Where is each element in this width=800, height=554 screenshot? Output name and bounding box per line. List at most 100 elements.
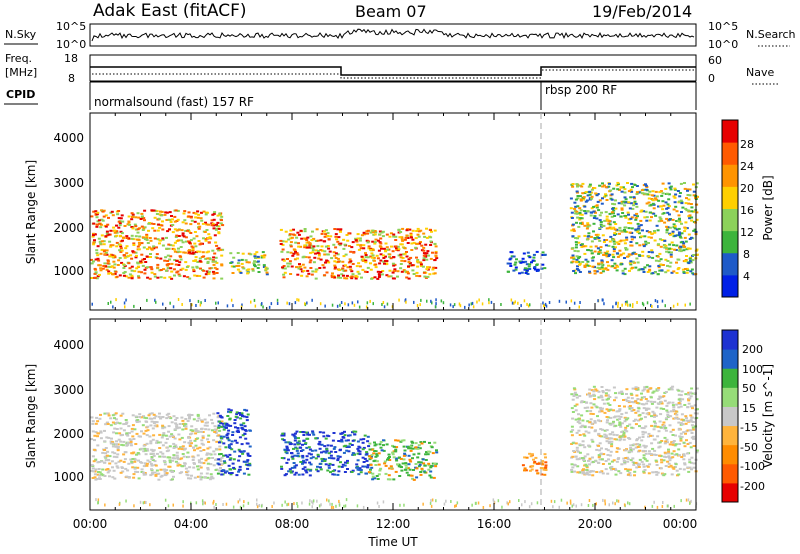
power-echo-cell-0: [110, 265, 114, 268]
velocity-echo-cell-0: [127, 462, 131, 465]
power-echo-cell-2: [297, 267, 301, 270]
power-echo-cell-4: [627, 201, 631, 204]
power-echo-cell-4: [669, 255, 673, 258]
velocity-echo-cell-1: [226, 432, 230, 435]
power-echo-cell-4: [689, 270, 693, 273]
velocity-echo-cell-5: [574, 455, 578, 458]
velocity-noise-cell: [595, 502, 597, 506]
power-echo-cell-2: [286, 262, 290, 265]
power-echo-cell-2: [400, 270, 404, 273]
velocity-echo-cell-3: [435, 449, 438, 452]
power-echo-cell-4: [586, 194, 590, 197]
power-echo-cell-4: [599, 251, 603, 254]
power-echo-cell-2: [426, 275, 430, 278]
power-ytick-2000: 2000: [53, 221, 84, 235]
velocity-echo-cell-5: [664, 426, 668, 429]
velocity-echo-cell-1: [219, 435, 223, 438]
power-echo-cell-4: [590, 252, 594, 255]
velocity-echo-cell-1: [246, 442, 250, 445]
power-echo-cell-4: [571, 185, 575, 188]
power-echo-cell-0: [132, 238, 136, 241]
power-echo-cell-4: [692, 183, 695, 186]
power-echo-cell-2: [384, 255, 387, 258]
velocity-echo-cell-3: [387, 453, 391, 456]
velocity-echo-cell-5: [656, 388, 660, 391]
velocity-echo-cell-0: [163, 468, 167, 471]
power-echo-cell-0: [212, 263, 216, 266]
velocity-echo-cell-2: [304, 442, 308, 445]
velocity-echo-cell-0: [159, 441, 163, 444]
velocity-echo-cell-0: [103, 461, 106, 464]
power-echo-cell-2: [357, 262, 361, 265]
power-echo-cell-1: [254, 257, 257, 259]
velocity-echo-cell-5: [675, 469, 679, 472]
velocity-colorbar-frame: [721, 329, 739, 503]
power-echo-cell-0: [130, 237, 134, 240]
velocity-echo-cell-5: [667, 450, 671, 453]
velocity-echo-cell-5: [671, 401, 675, 404]
velocity-echo-cell-0: [206, 468, 210, 471]
power-echo-cell-0: [173, 274, 176, 277]
power-noise-cell: [471, 301, 474, 305]
power-echo-cell-3: [527, 265, 531, 268]
velocity-echo-cell-5: [640, 396, 644, 399]
velocity-echo-cell-5: [686, 406, 690, 409]
velocity-echo-cell-1: [229, 411, 233, 414]
velocity-echo-cell-4: [531, 465, 535, 468]
power-echo-cell-4: [629, 260, 633, 263]
power-echo-cell-0: [98, 222, 102, 225]
power-noise-cell: [344, 302, 346, 306]
power-noise-cell: [336, 304, 339, 308]
power-echo-cell-0: [157, 223, 161, 226]
power-echo-cell-4: [598, 267, 601, 270]
power-echo-cell-0: [111, 214, 115, 217]
power-echo-cell-2: [373, 242, 377, 245]
power-noise-cell: [570, 299, 573, 303]
power-echo-cell-4: [660, 269, 664, 272]
power-echo-cell-0: [204, 257, 208, 260]
velocity-echo-cell-5: [612, 409, 615, 412]
velocity-echo-cell-1: [248, 464, 252, 467]
power-echo-cell-2: [322, 230, 326, 233]
velocity-echo-cell-2: [365, 452, 369, 455]
velocity-echo-cell-5: [618, 421, 622, 424]
power-echo-cell-1: [253, 264, 256, 267]
power-echo-cell-2: [357, 248, 361, 251]
velocity-echo-cell-0: [99, 431, 103, 434]
velocity-echo-cell-5: [598, 458, 602, 461]
velocity-echo-cell-5: [674, 443, 678, 446]
velocity-echo-cell-2: [295, 447, 299, 450]
velocity-echo-cell-5: [687, 391, 691, 394]
power-echo-cell-0: [213, 211, 217, 214]
power-echo-cell-0: [118, 274, 122, 277]
power-echo-cell-0: [98, 264, 102, 267]
velocity-echo-cell-5: [604, 448, 608, 451]
velocity-echo-cell-2: [294, 432, 297, 435]
power-echo-cell-0: [99, 269, 103, 272]
power-echo-cell-2: [401, 239, 405, 242]
power-echo-cell-0: [117, 226, 121, 229]
power-echo-cell-0: [104, 225, 108, 228]
velocity-echo-cell-2: [331, 470, 335, 473]
velocity-echo-cell-5: [610, 465, 614, 468]
velocity-echo-cell-2: [361, 465, 365, 468]
velocity-echo-cell-0: [105, 436, 109, 439]
velocity-echo-cell-5: [600, 447, 603, 450]
power-echo-cell-2: [382, 254, 385, 257]
power-echo-cell-0: [138, 235, 142, 238]
velocity-noise-cell: [242, 504, 245, 508]
power-echo-cell-4: [627, 222, 631, 224]
power-echo-cell-4: [586, 210, 590, 213]
velocity-echo-cell-0: [150, 464, 154, 467]
velocity-noise-cell: [572, 503, 575, 507]
velocity-echo-cell-0: [115, 432, 118, 435]
power-noise-cell: [656, 300, 659, 304]
velocity-echo-cell-0: [178, 458, 182, 461]
velocity-noise-cell: [475, 501, 477, 505]
power-echo-cell-0: [193, 231, 197, 233]
power-echo-cell-0: [206, 257, 210, 260]
velocity-echo-cell-0: [187, 455, 191, 458]
nave-trace: [92, 69, 694, 79]
power-echo-cell-0: [148, 277, 152, 280]
velocity-echo-cell-5: [636, 398, 640, 400]
